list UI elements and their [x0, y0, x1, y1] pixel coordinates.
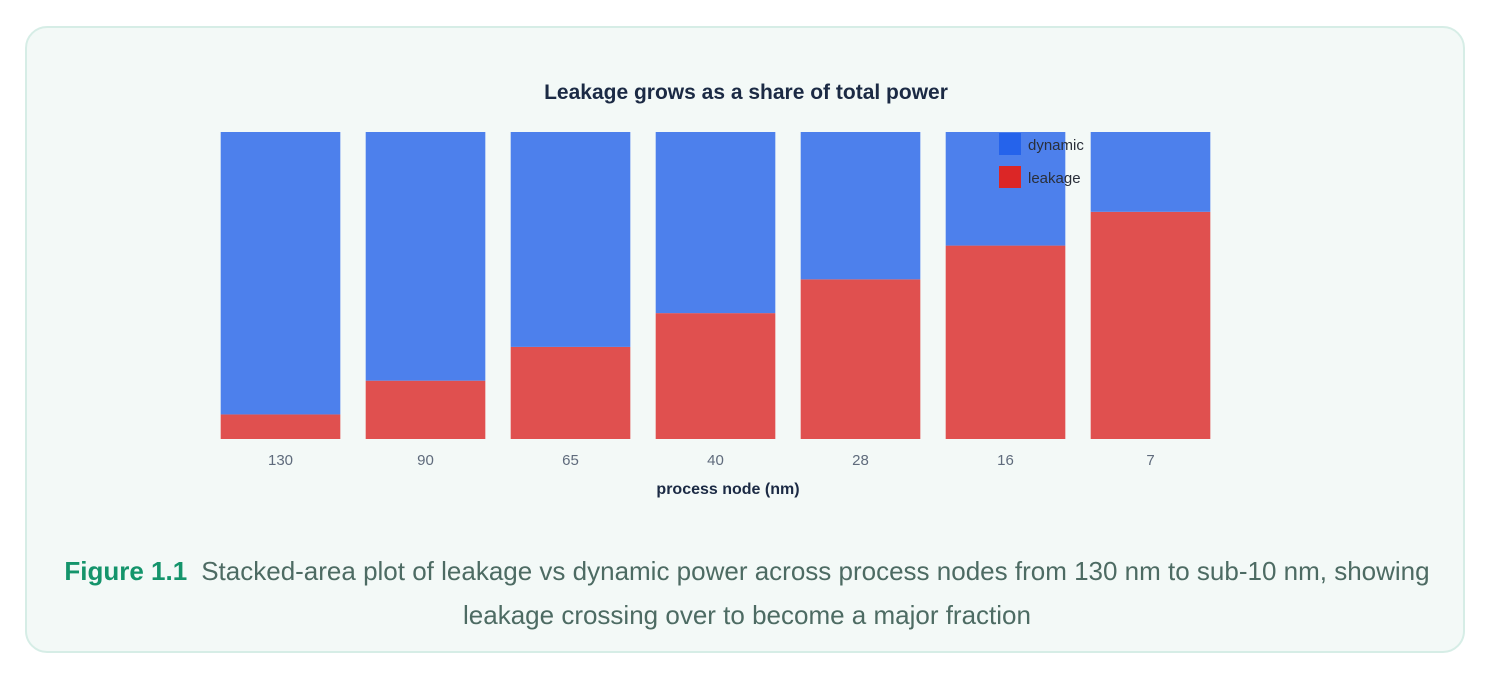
- x-tick-label: 16: [997, 452, 1014, 469]
- x-tick-label: 7: [1146, 452, 1154, 469]
- bars-group: [220, 132, 1211, 439]
- bar-dynamic-130: [220, 132, 341, 415]
- x-tick-label: 40: [707, 452, 724, 469]
- bar-leakage-16: [945, 245, 1066, 439]
- bar-leakage-90: [365, 380, 486, 439]
- figure-label: Figure 1.1: [64, 556, 188, 586]
- legend-label-dynamic: dynamic: [1028, 137, 1084, 154]
- x-tick-label: 65: [562, 452, 579, 469]
- x-tick-label: 130: [268, 452, 293, 469]
- x-tick-label: 90: [417, 452, 434, 469]
- x-axis-title: process node (nm): [656, 481, 799, 498]
- bar-dynamic-28: [800, 132, 921, 280]
- bar-leakage-40: [655, 313, 776, 439]
- bar-dynamic-40: [655, 132, 776, 314]
- bar-leakage-65: [510, 346, 631, 439]
- x-tick-labels: 130 90 65 40 28 16 7: [268, 452, 1155, 469]
- figure-caption: Figure 1.1 Stacked-area plot of leakage v…: [60, 549, 1434, 637]
- chart-title: Leakage grows as a share of total power: [544, 81, 948, 104]
- bar-dynamic-90: [365, 132, 486, 381]
- legend: dynamic leakage: [999, 133, 1084, 188]
- bar-leakage-130: [220, 414, 341, 439]
- legend-label-leakage: leakage: [1028, 170, 1081, 187]
- bar-leakage-28: [800, 279, 921, 439]
- legend-swatch-dynamic: [999, 133, 1021, 155]
- bar-leakage-7: [1090, 211, 1211, 439]
- legend-swatch-leakage: [999, 166, 1021, 188]
- caption-text: Stacked-area plot of leakage vs dynamic …: [201, 556, 1430, 630]
- bar-dynamic-7: [1090, 132, 1211, 212]
- bar-dynamic-65: [510, 132, 631, 347]
- x-tick-label: 28: [852, 452, 869, 469]
